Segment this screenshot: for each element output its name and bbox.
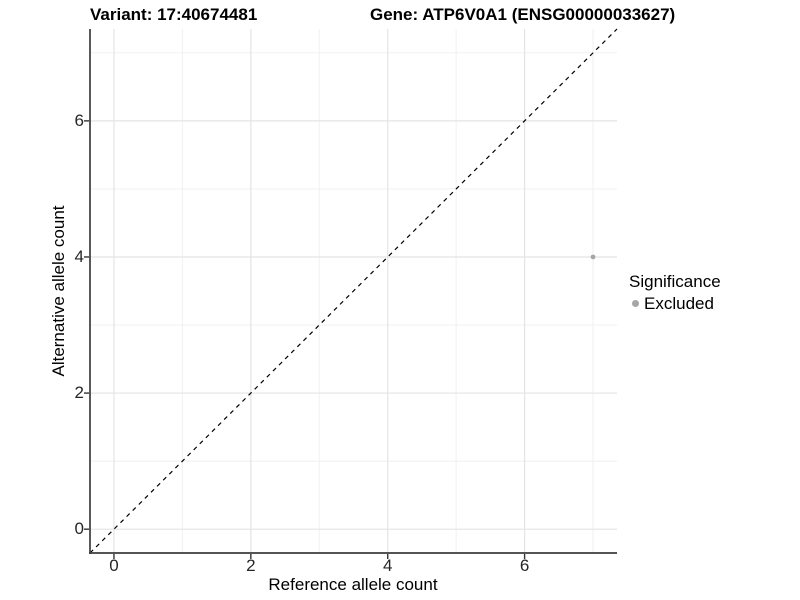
x-tick-label: 6 xyxy=(519,556,530,575)
y-tick-label: 2 xyxy=(74,383,84,403)
identity-line xyxy=(89,28,618,554)
y-axis-title: Alternative allele count xyxy=(49,205,68,377)
x-tick-label: 4 xyxy=(382,556,393,575)
y-tick-label: 4 xyxy=(74,246,84,266)
gene-title: Gene: ATP6V0A1 (ENSG00000033627) xyxy=(370,5,676,24)
x-tick-label: 0 xyxy=(109,556,119,575)
legend: Significance Excluded xyxy=(629,271,721,314)
y-tick-label: 6 xyxy=(74,110,84,130)
legend-item-label: Excluded xyxy=(644,294,714,313)
x-tick-label: 2 xyxy=(246,556,256,575)
x-axis-title: Reference allele count xyxy=(268,575,438,594)
y-tick-label: 0 xyxy=(74,519,84,539)
variant-title: Variant: 17:40674481 xyxy=(90,5,258,24)
legend-title: Significance xyxy=(629,272,721,291)
data-point xyxy=(590,254,596,260)
legend-point-icon xyxy=(632,300,639,307)
legend-item-excluded: Excluded xyxy=(629,293,721,314)
